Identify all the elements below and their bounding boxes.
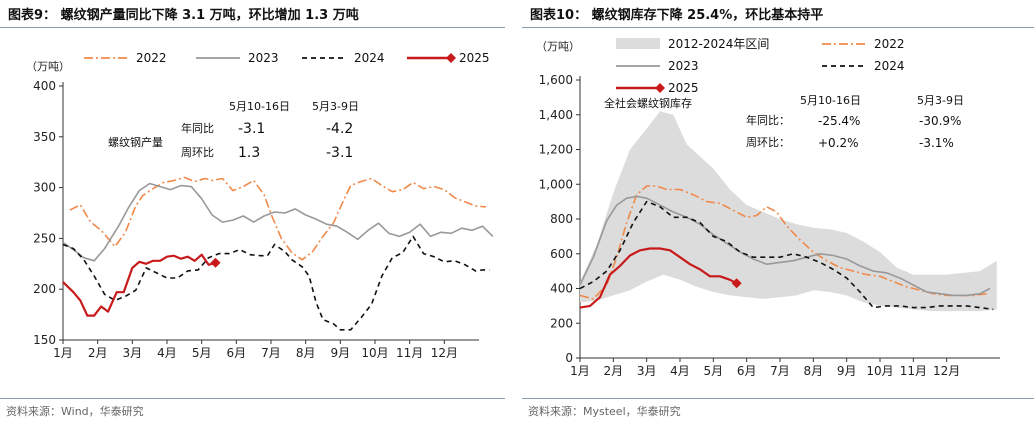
x-tick-label: 10月 xyxy=(361,346,388,360)
y-tick-label: 300 xyxy=(33,181,56,195)
series-end-marker-2025 xyxy=(210,257,221,268)
right-source-note: 资料来源：Mysteel，华泰研究 xyxy=(528,405,681,418)
series-line-2024 xyxy=(579,200,994,311)
x-tick-label: 12月 xyxy=(933,364,960,378)
x-tick-label: 8月 xyxy=(804,364,824,378)
y-tick-label: 400 xyxy=(550,282,573,296)
right-table-value-col1: -25.4% xyxy=(818,114,860,128)
right-chart-panel: 图表10： 螺纹钢库存下降 25.4%，环比基本持平 0 200 400 600 800… xyxy=(522,0,1034,425)
left-source-rule xyxy=(0,398,505,399)
x-tick-label: 4月 xyxy=(157,346,177,360)
series-line-2023 xyxy=(579,195,991,297)
x-tick-label: 7月 xyxy=(261,346,281,360)
x-tick-label: 6月 xyxy=(227,346,247,360)
legend-label-2023: 2023 xyxy=(668,59,699,73)
right-table-col1-header: 5月10-16日 xyxy=(800,94,861,107)
x-tick-label: 12月 xyxy=(431,346,458,360)
left-table-col2-header: 5月3-9日 xyxy=(312,100,359,113)
y-tick-label: 1,000 xyxy=(539,177,573,191)
series-line-2023 xyxy=(62,182,494,262)
y-tick-label: 600 xyxy=(550,247,573,261)
left-table-row-label: 螺纹钢产量 xyxy=(108,135,163,149)
series-line-2022 xyxy=(69,176,486,261)
x-tick-label: 4月 xyxy=(670,364,690,378)
y-tick-label: 0 xyxy=(565,351,573,365)
y-tick-label: 200 xyxy=(33,282,56,296)
left-table-col1-header: 5月10-16日 xyxy=(229,100,290,113)
right-table-metric-label: 年同比： xyxy=(746,113,790,127)
x-tick-label: 6月 xyxy=(737,364,757,378)
x-tick-label: 5月 xyxy=(704,364,724,378)
legend-label-2024: 2024 xyxy=(354,51,385,65)
x-tick-label: 9月 xyxy=(837,364,857,378)
x-tick-label: 3月 xyxy=(123,346,143,360)
series-line-2024 xyxy=(62,235,490,331)
left-table-value-col1: -3.1 xyxy=(238,121,265,137)
x-tick-label: 11月 xyxy=(396,346,423,360)
x-tick-label: 7月 xyxy=(770,364,790,378)
y-tick-label: 350 xyxy=(33,130,56,144)
y-tick-label: 800 xyxy=(550,212,573,226)
y-tick-label: 1,600 xyxy=(539,73,573,87)
legend-marker-2025 xyxy=(446,53,456,63)
right-table-metric-label: 周环比： xyxy=(746,136,790,149)
right-table-value-col1: +0.2% xyxy=(818,136,859,150)
right-source-rule xyxy=(522,398,1034,399)
legend-label-2025: 2025 xyxy=(459,51,490,65)
left-chart-svg: 150 200 250 300 350 400 1月 2月 3月 4月 5月 6月 7月 8月 9月 10月 1… xyxy=(26,51,494,360)
x-tick-label: 10月 xyxy=(866,364,893,378)
x-tick-label: 11月 xyxy=(900,364,927,378)
legend-label-2023: 2023 xyxy=(248,51,279,65)
x-tick-label: 2月 xyxy=(88,346,108,360)
legend-label-2012-2024年区间: 2012-2024年区间 xyxy=(668,37,769,51)
x-tick-label: 2月 xyxy=(604,364,624,378)
left-chart-title: 图表9： 螺纹钢产量同比下降 3.1 万吨，环比增加 1.3 万吨 xyxy=(8,8,359,23)
right-table-value-col2: -3.1% xyxy=(919,136,954,150)
right-y-unit-label: （万吨） xyxy=(536,40,580,53)
left-table-value-col1: 1.3 xyxy=(238,145,260,161)
left-table-value-col2: -3.1 xyxy=(326,145,353,161)
x-tick-label: 1月 xyxy=(53,346,73,360)
left-source-note: 资料来源：Wind，华泰研究 xyxy=(6,405,144,418)
legend-swatch-band xyxy=(616,38,660,49)
right-title-rule xyxy=(522,27,1034,28)
y-tick-label: 1,200 xyxy=(539,143,573,157)
left-y-unit-label: （万吨） xyxy=(26,60,70,73)
legend-label-2022: 2022 xyxy=(136,51,167,65)
legend-label-2022: 2022 xyxy=(874,37,905,51)
right-inner-series-label: 全社会螺纹钢库存 xyxy=(604,96,692,110)
x-tick-label: 1月 xyxy=(570,364,590,378)
y-tick-label: 200 xyxy=(550,316,573,330)
series-line-2022 xyxy=(579,185,987,300)
series-line-2025 xyxy=(62,253,216,317)
y-tick-label: 1,400 xyxy=(539,108,573,122)
left-table-metric-label: 年同比 xyxy=(181,121,214,135)
legend-label-2025: 2025 xyxy=(668,81,699,95)
left-chart-panel: 图表9： 螺纹钢产量同比下降 3.1 万吨，环比增加 1.3 万吨 150 200… xyxy=(0,0,505,425)
series-line-2025 xyxy=(579,247,738,309)
left-table-metric-label: 周环比 xyxy=(181,146,214,159)
right-table-col2-header: 5月3-9日 xyxy=(917,94,964,107)
series-end-marker-2025 xyxy=(731,278,742,289)
legend-marker-2025 xyxy=(655,83,665,93)
right-chart-svg: 0 200 400 600 800 1,000 1,200 1,400 1,600 1月 2月 3月 4… xyxy=(536,37,1000,378)
right-table-value-col2: -30.9% xyxy=(919,114,961,128)
x-tick-label: 5月 xyxy=(192,346,212,360)
x-tick-label: 9月 xyxy=(331,346,351,360)
y-tick-label: 400 xyxy=(33,79,56,93)
y-tick-label: 150 xyxy=(33,333,56,347)
y-tick-label: 250 xyxy=(33,231,56,245)
left-table-value-col2: -4.2 xyxy=(326,121,353,137)
left-title-rule xyxy=(0,27,505,28)
legend-label-2024: 2024 xyxy=(874,59,905,73)
x-tick-label: 8月 xyxy=(296,346,316,360)
x-tick-label: 3月 xyxy=(637,364,657,378)
right-chart-title: 图表10： 螺纹钢库存下降 25.4%，环比基本持平 xyxy=(530,8,824,23)
